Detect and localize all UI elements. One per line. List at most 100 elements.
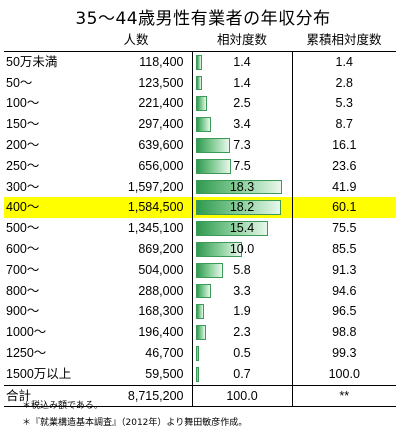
relative-frequency-bar	[195, 117, 212, 132]
cumulative-frequency-cell: 99.3	[332, 345, 357, 360]
count-cell: 1,584,500	[80, 197, 192, 219]
income-bracket-label: 100～	[6, 96, 40, 111]
header-count: 人数	[80, 30, 192, 52]
cumulative-frequency-cell: 98.8	[332, 325, 357, 340]
relative-frequency-bar	[195, 366, 199, 382]
total-label: 合計	[4, 384, 80, 408]
table-row: 300～ 1,597,200 18.3 41.9	[4, 176, 396, 198]
count-cell: 639,600	[138, 137, 184, 152]
cumulative-frequency-cell: 5.3	[335, 96, 353, 111]
relative-frequency-bar	[195, 179, 282, 195]
count-cell: 59,500	[145, 366, 184, 381]
table-row: 50～ 123,500 1.4 2.8	[4, 72, 396, 94]
relative-frequency-bar	[195, 137, 230, 153]
header-relative-frequency: 相対度数	[192, 30, 292, 52]
relative-frequency-bar	[195, 283, 211, 299]
relative-frequency-cell: 18.3	[191, 176, 293, 198]
table-row: 1000～ 196,400 2.3 98.8	[4, 322, 396, 343]
footnote-source: ＊『就業構造基本調査』（2012年）より舞田敏彦作成。	[22, 418, 248, 428]
relative-frequency-cell: 0.7	[191, 363, 293, 386]
income-bracket-label: 50万未満	[6, 54, 58, 69]
relative-frequency-bar	[195, 262, 223, 278]
cumulative-frequency-cell: 23.6	[332, 158, 357, 173]
relative-frequency-cell: 1.4	[191, 51, 293, 73]
count-cell: 123,500	[138, 75, 184, 90]
table-row: 1250～ 46,700 0.5 99.3	[4, 342, 396, 364]
cumulative-frequency-cell: 100.0	[328, 366, 360, 381]
count-cell: 1,597,200	[127, 179, 184, 194]
count-cell: 46,700	[145, 345, 184, 360]
relative-frequency-bar	[195, 54, 203, 70]
income-bracket-label: 800～	[6, 283, 40, 298]
relative-frequency-bar	[195, 221, 268, 236]
relative-frequency-value: 0.5	[233, 345, 251, 360]
income-bracket-label: 50～	[6, 75, 33, 90]
relative-frequency-cell: 18.2	[191, 197, 293, 219]
total-row: 合計 8,715,200 100.0 **	[4, 384, 396, 408]
count-cell: 1,345,100	[127, 221, 184, 236]
relative-frequency-cell: 5.8	[191, 259, 293, 281]
income-bracket-label: 150～	[6, 117, 40, 132]
table-row: 900～ 168,300 1.9 96.5	[4, 301, 396, 323]
income-bracket-label: 600～	[6, 241, 40, 256]
income-bracket-label: 1250～	[6, 345, 47, 360]
table-header-row: 人数 相対度数 累積相対度数	[4, 30, 396, 52]
count-cell: 288,000	[138, 283, 184, 298]
total-cumulative: **	[292, 384, 396, 408]
relative-frequency-bar	[195, 241, 243, 257]
cumulative-frequency-cell: 91.3	[332, 262, 357, 277]
total-count: 8,715,200	[80, 384, 192, 408]
relative-frequency-cell: 1.4	[191, 72, 293, 94]
cumulative-frequency-cell: 94.6	[332, 283, 357, 298]
income-bracket-label: 500～	[6, 221, 40, 236]
relative-frequency-value: 5.8	[233, 262, 251, 277]
income-bracket-label: 300～	[6, 179, 40, 194]
relative-frequency-bar	[195, 304, 205, 320]
table-row: 400～ 1,584,500 18.2 60.1	[4, 197, 396, 219]
income-bracket-label: 400～	[4, 197, 80, 219]
relative-frequency-bar	[195, 75, 203, 91]
header-blank	[4, 30, 80, 52]
income-bracket-label: 700～	[6, 262, 40, 277]
relative-frequency-bar	[195, 200, 282, 216]
relative-frequency-value: 18.2	[229, 200, 255, 215]
relative-frequency-value: 2.5	[233, 96, 251, 111]
count-cell: 196,400	[138, 325, 184, 340]
cumulative-frequency-cell: 85.5	[332, 241, 357, 256]
cumulative-frequency-cell: 2.8	[335, 75, 353, 90]
relative-frequency-value: 15.4	[229, 221, 255, 236]
cumulative-frequency-cell: 16.1	[332, 137, 357, 152]
relative-frequency-bar	[195, 345, 199, 361]
relative-frequency-bar	[195, 96, 208, 112]
table-row: 500～ 1,345,100 15.4 75.5	[4, 218, 396, 239]
relative-frequency-cell: 10.0	[191, 238, 293, 260]
count-cell: 221,400	[138, 96, 184, 111]
relative-frequency-bar	[195, 325, 207, 340]
table-row: 250～ 656,000 7.5 23.6	[4, 155, 396, 177]
relative-frequency-cell: 3.3	[191, 280, 293, 302]
table-row: 50万未満 118,400 1.4 1.4	[4, 51, 396, 73]
relative-frequency-value: 1.4	[233, 54, 251, 69]
cumulative-frequency-cell: 8.7	[335, 117, 353, 132]
footnotes: ＊税込み額である。 ＊『就業構造基本調査』（2012年）より舞田敏彦作成。	[22, 398, 247, 432]
income-distribution-table: 人数 相対度数 累積相対度数 50万未満 118,400 1.4 1.4 50～ 123,…	[4, 30, 396, 408]
relative-frequency-bar	[195, 158, 231, 174]
count-cell: 118,400	[139, 54, 184, 69]
income-bracket-label: 200～	[6, 137, 40, 152]
table-row: 150～ 297,400 3.4 8.7	[4, 114, 396, 135]
relative-frequency-value: 7.5	[233, 158, 251, 173]
table-row: 200～ 639,600 7.3 16.1	[4, 134, 396, 156]
relative-frequency-value: 0.7	[233, 366, 251, 381]
table-row: 600～ 869,200 10.0 85.5	[4, 238, 396, 260]
relative-frequency-value: 10.0	[229, 241, 255, 256]
count-cell: 504,000	[138, 262, 184, 277]
relative-frequency-cell: 15.4	[191, 218, 293, 239]
count-cell: 297,400	[138, 117, 184, 132]
relative-frequency-value: 3.4	[233, 117, 251, 132]
relative-frequency-value: 2.3	[233, 325, 251, 340]
count-cell: 656,000	[138, 158, 184, 173]
relative-frequency-value: 3.3	[233, 283, 251, 298]
relative-frequency-value: 1.9	[233, 304, 251, 319]
income-bracket-label: 1000～	[6, 325, 47, 340]
relative-frequency-cell: 2.5	[191, 93, 293, 115]
